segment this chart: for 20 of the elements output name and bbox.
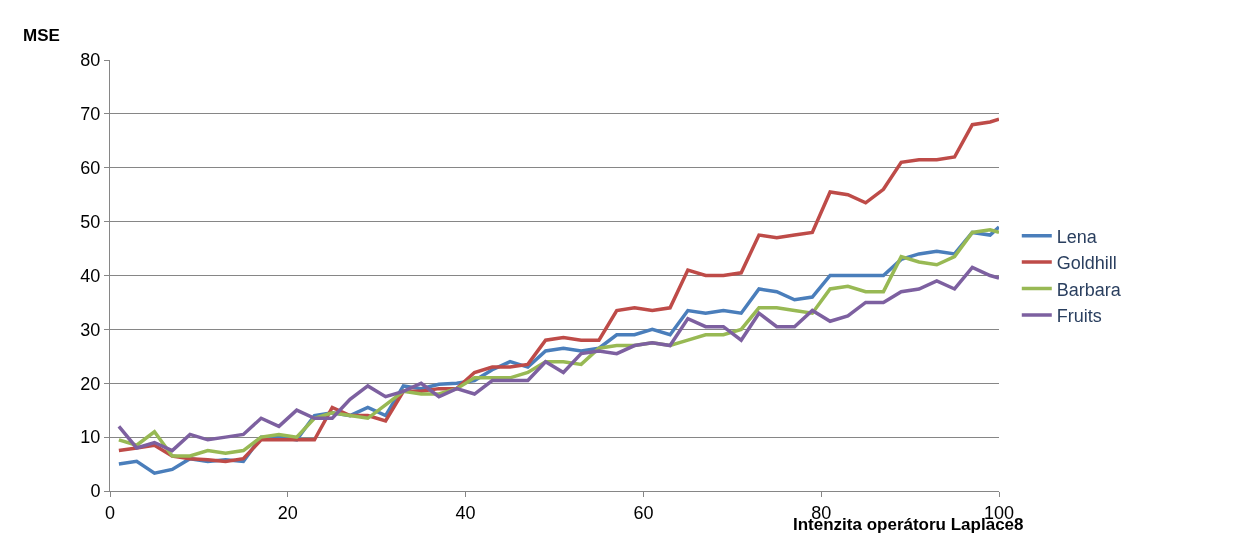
line-series (117, 117, 999, 464)
y-tick-label: 40 (80, 265, 101, 286)
y-tick-label: 10 (80, 427, 101, 448)
y-tick-label: 50 (80, 211, 101, 232)
y-tick-label: 20 (80, 373, 101, 394)
y-tick-label: 70 (80, 104, 101, 125)
y-tick-label: 30 (80, 319, 101, 340)
legend-label: Fruits (1056, 305, 1102, 326)
y-tick-label: 80 (80, 50, 101, 71)
y-tick-label: 0 (90, 481, 101, 502)
x-tick-label: 0 (104, 502, 116, 523)
x-tick-label: 20 (277, 502, 298, 523)
x-tick-label: 40 (455, 502, 476, 523)
y-axis-title: MSE (23, 26, 60, 45)
legend-label: Barbara (1056, 279, 1122, 300)
x-tick-label: 60 (633, 502, 654, 523)
y-tick-label: 60 (80, 158, 101, 179)
line-series (117, 265, 999, 453)
legend-label: Lena (1056, 226, 1098, 247)
legend-label: Goldhill (1056, 253, 1117, 274)
